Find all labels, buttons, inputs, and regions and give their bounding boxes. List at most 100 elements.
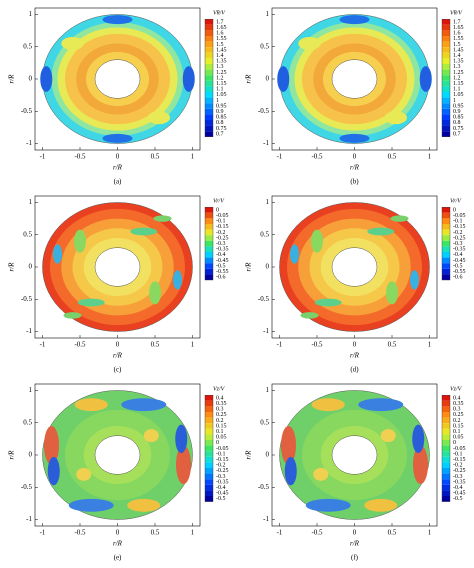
colorbar-swatch xyxy=(442,406,450,412)
field xyxy=(364,498,398,512)
colorbar-swatch xyxy=(442,58,450,64)
colorbar-label: -0.3 xyxy=(216,241,226,247)
x-tick-label: -0.5 xyxy=(74,529,86,537)
field xyxy=(358,398,404,412)
x-axis-label: r/R xyxy=(350,540,360,548)
field xyxy=(290,244,299,264)
field xyxy=(53,244,62,264)
x-tick-label: -0.5 xyxy=(311,153,323,161)
x-tick-label: 0.5 xyxy=(388,153,397,161)
hole xyxy=(331,59,378,99)
colorbar-swatch xyxy=(205,24,213,31)
colorbar-swatch xyxy=(442,468,450,474)
field xyxy=(380,429,396,443)
caption: (a) xyxy=(114,178,122,186)
colorbar-label: 1.55 xyxy=(453,36,464,42)
colorbar-label: 1.2 xyxy=(453,75,461,81)
x-tick-label: -1 xyxy=(277,341,283,349)
y-tick-label: 0.5 xyxy=(260,230,269,238)
y-tick-label: 0 xyxy=(266,451,270,459)
x-tick-label: 0 xyxy=(353,529,357,537)
colorbar-label: -0.2 xyxy=(453,230,463,236)
colorbar-label: 0.15 xyxy=(216,423,227,429)
x-axis-label: r/R xyxy=(350,352,360,360)
colorbar-swatch xyxy=(205,103,213,109)
colorbar-swatch xyxy=(442,473,450,480)
field xyxy=(313,467,329,481)
colorbar-label: -0.3 xyxy=(453,241,463,247)
field xyxy=(153,215,172,222)
colorbar-label: -0.25 xyxy=(453,468,466,474)
y-tick-label: 0.5 xyxy=(260,418,269,426)
colorbar-frame xyxy=(204,206,214,281)
colorbar-label: -0.25 xyxy=(216,235,229,241)
colorbar-swatch xyxy=(442,428,450,435)
y-tick-label: -1 xyxy=(26,139,32,147)
field xyxy=(419,66,432,92)
y-tick-label: 0 xyxy=(266,263,270,271)
colorbar-label: -0.6 xyxy=(216,275,226,281)
colorbar-swatch xyxy=(205,125,213,132)
colorbar-title: Vθ/V xyxy=(450,10,463,16)
x-tick-label: 1 xyxy=(428,153,432,161)
x-tick-label: 1 xyxy=(191,341,195,349)
field xyxy=(77,298,105,307)
colorbar-swatch xyxy=(442,229,450,236)
colorbar-swatch xyxy=(442,92,450,98)
x-axis-label: r/R xyxy=(113,352,123,360)
colorbar-swatch xyxy=(205,268,213,275)
hole xyxy=(94,247,141,287)
x-tick-label: 1 xyxy=(191,529,195,537)
colorbar-label: 1.45 xyxy=(216,47,227,53)
x-tick-label: 1 xyxy=(428,529,432,537)
field xyxy=(44,425,59,465)
x-tick-label: 0.5 xyxy=(388,341,397,349)
colorbar-swatch xyxy=(205,434,213,440)
colorbar-label: 0 xyxy=(216,440,219,446)
colorbar-label: -0.2 xyxy=(216,463,226,469)
colorbar-swatch xyxy=(442,440,450,446)
colorbar-label: 1.25 xyxy=(453,70,464,76)
colorbar-label: -0.05 xyxy=(216,213,229,219)
colorbar-swatch xyxy=(205,92,213,98)
colorbar-swatch xyxy=(205,252,213,258)
colorbar-label: 1.45 xyxy=(453,47,464,53)
colorbar: Vz/V0.40.350.30.250.20.150.10.050-0.05-0… xyxy=(204,386,229,502)
colorbar-swatch xyxy=(205,47,213,53)
colorbar-swatch xyxy=(442,69,450,76)
field xyxy=(147,111,170,125)
colorbar-swatch xyxy=(442,41,450,48)
colorbar-label: 1.7 xyxy=(453,19,461,25)
x-axis-label: r/R xyxy=(113,164,123,172)
colorbar-label: 1.4 xyxy=(216,53,224,59)
y-tick-label: 1 xyxy=(266,10,270,18)
colorbar-label: -0.45 xyxy=(453,258,466,264)
y-tick-label: 0 xyxy=(29,263,33,271)
colorbar-swatch xyxy=(442,97,450,104)
colorbar-swatch xyxy=(442,490,450,496)
colorbar-label: 0.3 xyxy=(216,407,224,413)
field xyxy=(311,229,323,253)
colorbar-swatch xyxy=(205,406,213,412)
caption: (f) xyxy=(351,554,359,562)
y-tick-label: 0.5 xyxy=(23,42,32,50)
colorbar-label: -0.1 xyxy=(216,219,226,225)
colorbar-swatch xyxy=(205,80,213,87)
colorbar-swatch xyxy=(205,451,213,457)
colorbar-label: 0.4 xyxy=(216,395,224,401)
y-tick-label: 1 xyxy=(29,198,33,206)
colorbar-label: 1.15 xyxy=(453,81,464,87)
colorbar-label: 0.1 xyxy=(216,429,224,435)
colorbar: Vθ/V1.71.651.61.551.51.451.41.351.31.251… xyxy=(441,10,464,137)
colorbar-swatch xyxy=(442,395,450,401)
field xyxy=(176,445,191,485)
colorbar-swatch xyxy=(205,224,213,230)
colorbar-label: 0.1 xyxy=(453,429,461,435)
colorbar-swatch xyxy=(205,41,213,48)
y-tick-label: 0.5 xyxy=(23,418,32,426)
colorbar-swatch xyxy=(442,86,450,92)
x-axis-label: r/R xyxy=(113,540,123,548)
field xyxy=(339,133,370,143)
colorbar-label: 1.25 xyxy=(216,70,227,76)
colorbar-swatch xyxy=(205,69,213,76)
